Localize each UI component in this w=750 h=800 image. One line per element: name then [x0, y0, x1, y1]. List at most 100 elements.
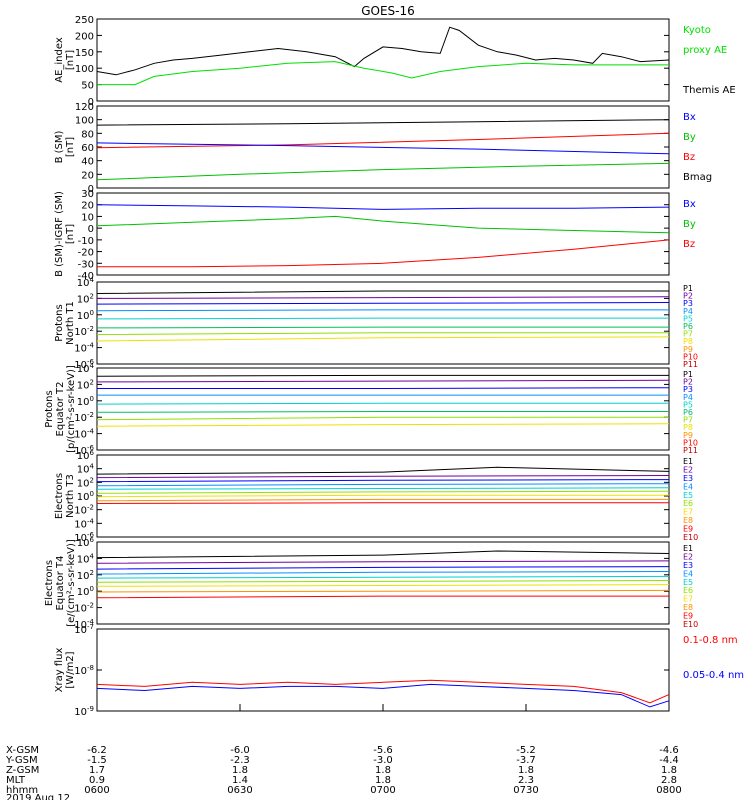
legend-enorth-3: E4: [683, 482, 693, 491]
xtick-value-4-0: -4.6: [659, 745, 679, 756]
ytick-label-bsm-5: 100: [75, 116, 94, 127]
xaxis-date: 2019 Aug 12: [6, 793, 70, 800]
xtick-value-0-0: -6.2: [87, 745, 107, 756]
series-pnorth-0: [96, 290, 669, 294]
legend-peq-5: P6: [683, 408, 693, 417]
legend-peq-7: P8: [683, 423, 693, 432]
panel-ae-frame: [96, 18, 670, 102]
ytick-label-enorth-4-exp: 2: [90, 476, 94, 484]
panel-bsm-ylabel-1: [nT]: [65, 137, 76, 157]
series-pnorth-1: [96, 296, 670, 299]
xaxis-row-label-4: hhmm: [6, 785, 38, 796]
legend-enorth-6: E7: [683, 508, 693, 517]
ytick-label-enorth-0-base: 10: [74, 533, 87, 544]
panel-bigrf-ylabel-0: B (SM)-IGRF (SM): [54, 191, 65, 277]
xtick-value-1-1: -2.3: [230, 755, 250, 766]
legend-enorth-5: E6: [683, 499, 693, 508]
legend-pnorth-1: P2: [683, 292, 693, 301]
xtick-value-3-0: -5.2: [516, 745, 536, 756]
ytick-label-enorth-2-base: 10: [74, 506, 87, 517]
xtick-value-2-3: 1.8: [375, 775, 391, 786]
ytick-label-enorth-1-base: 10: [74, 519, 87, 530]
legend-xray-0: 0.1-0.8 nm: [683, 635, 738, 646]
series-peq-1: [96, 379, 670, 383]
ytick-label-pnorth-4-exp: 2: [90, 292, 94, 300]
ytick-label-xray-2-base: 10: [74, 625, 87, 636]
series-bsm-0: [96, 119, 670, 126]
xtick-value-4-3: 2.8: [661, 775, 677, 786]
ytick-label-peq-5-base: 10: [77, 364, 90, 375]
legend-bsm-0: Bx: [683, 112, 696, 123]
legend-enorth-2: E3: [683, 474, 693, 483]
legend-peq-9: P10: [683, 438, 698, 447]
ytick-label-pnorth-3: 100: [77, 309, 94, 322]
legend-eeq-7: E8: [683, 603, 693, 612]
ytick-label-bsm-6: 120: [75, 102, 94, 113]
ytick-label-peq-0-exp: -6: [87, 444, 95, 452]
legend-eeq-2: E3: [683, 561, 693, 570]
ytick-label-enorth-1: 10-4: [74, 517, 94, 530]
panel-peq-ylabel-0: Protons: [44, 390, 55, 427]
panel-eeq-ylabel-0: Electrons: [44, 560, 55, 606]
ytick-label-bigrf-5: 10: [81, 212, 94, 223]
ytick-label-ae-2: 100: [75, 64, 94, 75]
ytick-label-peq-0: 10-6: [74, 444, 94, 457]
panel-xray-ylabel-0: Xray flux: [54, 648, 65, 693]
ytick-label-peq-4-exp: 2: [90, 378, 94, 386]
ytick-label-pnorth-2-base: 10: [74, 327, 87, 338]
legend-pnorth-2: P3: [683, 299, 693, 308]
series-enorth-8: [96, 502, 669, 504]
ytick-label-peq-2-exp: -2: [87, 411, 94, 419]
ytick-label-pnorth-0: 10-6: [74, 358, 94, 371]
ytick-label-peq-0-base: 10: [74, 446, 87, 457]
ytick-label-enorth-2-exp: -2: [87, 504, 94, 512]
legend-peq-1: P2: [683, 378, 693, 387]
panel-pnorth-frame: [96, 281, 670, 365]
ytick-label-pnorth-1-exp: -4: [87, 342, 95, 350]
ytick-label-enorth-3-exp: 0: [90, 490, 94, 498]
legend-enorth-8: E9: [683, 525, 693, 534]
ytick-label-xray-1: 10-8: [74, 664, 94, 677]
ytick-label-bsm-3: 60: [81, 143, 94, 154]
ytick-label-peq-5-exp: 4: [90, 362, 95, 370]
ytick-label-enorth-6-exp: 6: [90, 449, 95, 457]
xtick-value-2-0: -5.6: [373, 745, 393, 756]
ytick-label-bsm-1: 20: [81, 170, 94, 181]
legend-enorth-9: E10: [683, 533, 698, 542]
xtick-value-0-4: 0600: [84, 785, 109, 796]
legend-bigrf-2: Bz: [683, 239, 695, 250]
ytick-label-peq-1-exp: -4: [87, 428, 95, 436]
series-peq-5: [96, 411, 669, 413]
legend-peq-10: P11: [683, 446, 698, 455]
panel-bigrf-frame: [96, 192, 670, 276]
legend-enorth-7: E8: [683, 516, 693, 525]
legend-pnorth-3: P4: [683, 307, 693, 316]
legend-eeq-6: E7: [683, 595, 693, 604]
series-enorth-1: [96, 475, 670, 479]
ytick-label-bigrf-4: 0: [88, 224, 94, 235]
xaxis-row-label-0: X-GSM: [6, 745, 39, 756]
series-eeq-6: [96, 584, 670, 587]
series-ae-1: [97, 61, 669, 86]
ytick-label-eeq-3-exp: 2: [90, 569, 94, 577]
xtick-value-4-2: 1.8: [661, 765, 677, 776]
series-eeq-8: [96, 595, 669, 599]
panel-bigrf-ylabel-1: [nT]: [65, 224, 76, 244]
series-peq-4: [96, 402, 669, 405]
series-peq-2: [97, 387, 670, 389]
panel-pnorth-ylabel-1: North T1: [65, 301, 76, 345]
ytick-label-peq-5: 104: [77, 362, 95, 375]
ytick-label-enorth-3-base: 10: [77, 492, 90, 503]
legend-eeq-5: E6: [683, 586, 693, 595]
plot-title: GOES-16: [361, 4, 415, 18]
ytick-label-xray-2: 10-7: [74, 623, 94, 636]
xtick-value-2-2: 1.8: [375, 765, 391, 776]
series-eeq-2: [96, 566, 670, 570]
ytick-label-bsm-0: 0: [88, 184, 94, 195]
legend-eeq-3: E4: [683, 569, 693, 578]
series-pnorth-7: [96, 336, 670, 342]
panel-ae: 0 50 100 150 200 250 AE_index [nT] Kyoto proxy AE…: [54, 15, 736, 108]
